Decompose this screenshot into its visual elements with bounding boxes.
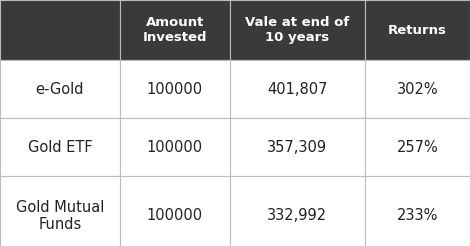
Bar [365, 118, 470, 176]
Text: 233%: 233% [397, 209, 438, 224]
Bar [120, 60, 230, 118]
Bar [0, 0, 120, 60]
Text: 302%: 302% [397, 81, 439, 96]
Text: Returns: Returns [388, 24, 447, 36]
Text: 357,309: 357,309 [267, 139, 328, 154]
Bar [120, 176, 230, 246]
Text: Amount
Invested: Amount Invested [143, 16, 207, 44]
Text: Vale at end of
10 years: Vale at end of 10 years [245, 16, 350, 44]
Text: 100000: 100000 [147, 81, 203, 96]
Bar [365, 0, 470, 60]
Text: e-Gold: e-Gold [36, 81, 84, 96]
Bar [0, 176, 120, 246]
Bar [0, 60, 120, 118]
Bar [365, 176, 470, 246]
Bar [365, 60, 470, 118]
Text: 401,807: 401,807 [267, 81, 328, 96]
Text: 332,992: 332,992 [267, 209, 328, 224]
Text: Gold ETF: Gold ETF [28, 139, 92, 154]
Bar [0, 118, 120, 176]
Text: 100000: 100000 [147, 139, 203, 154]
Text: 257%: 257% [397, 139, 439, 154]
Bar [230, 118, 365, 176]
Bar [120, 118, 230, 176]
Text: Gold Mutual
Funds: Gold Mutual Funds [16, 200, 104, 232]
Bar [120, 0, 230, 60]
Bar [230, 176, 365, 246]
Bar [230, 0, 365, 60]
Text: 100000: 100000 [147, 209, 203, 224]
Bar [230, 60, 365, 118]
